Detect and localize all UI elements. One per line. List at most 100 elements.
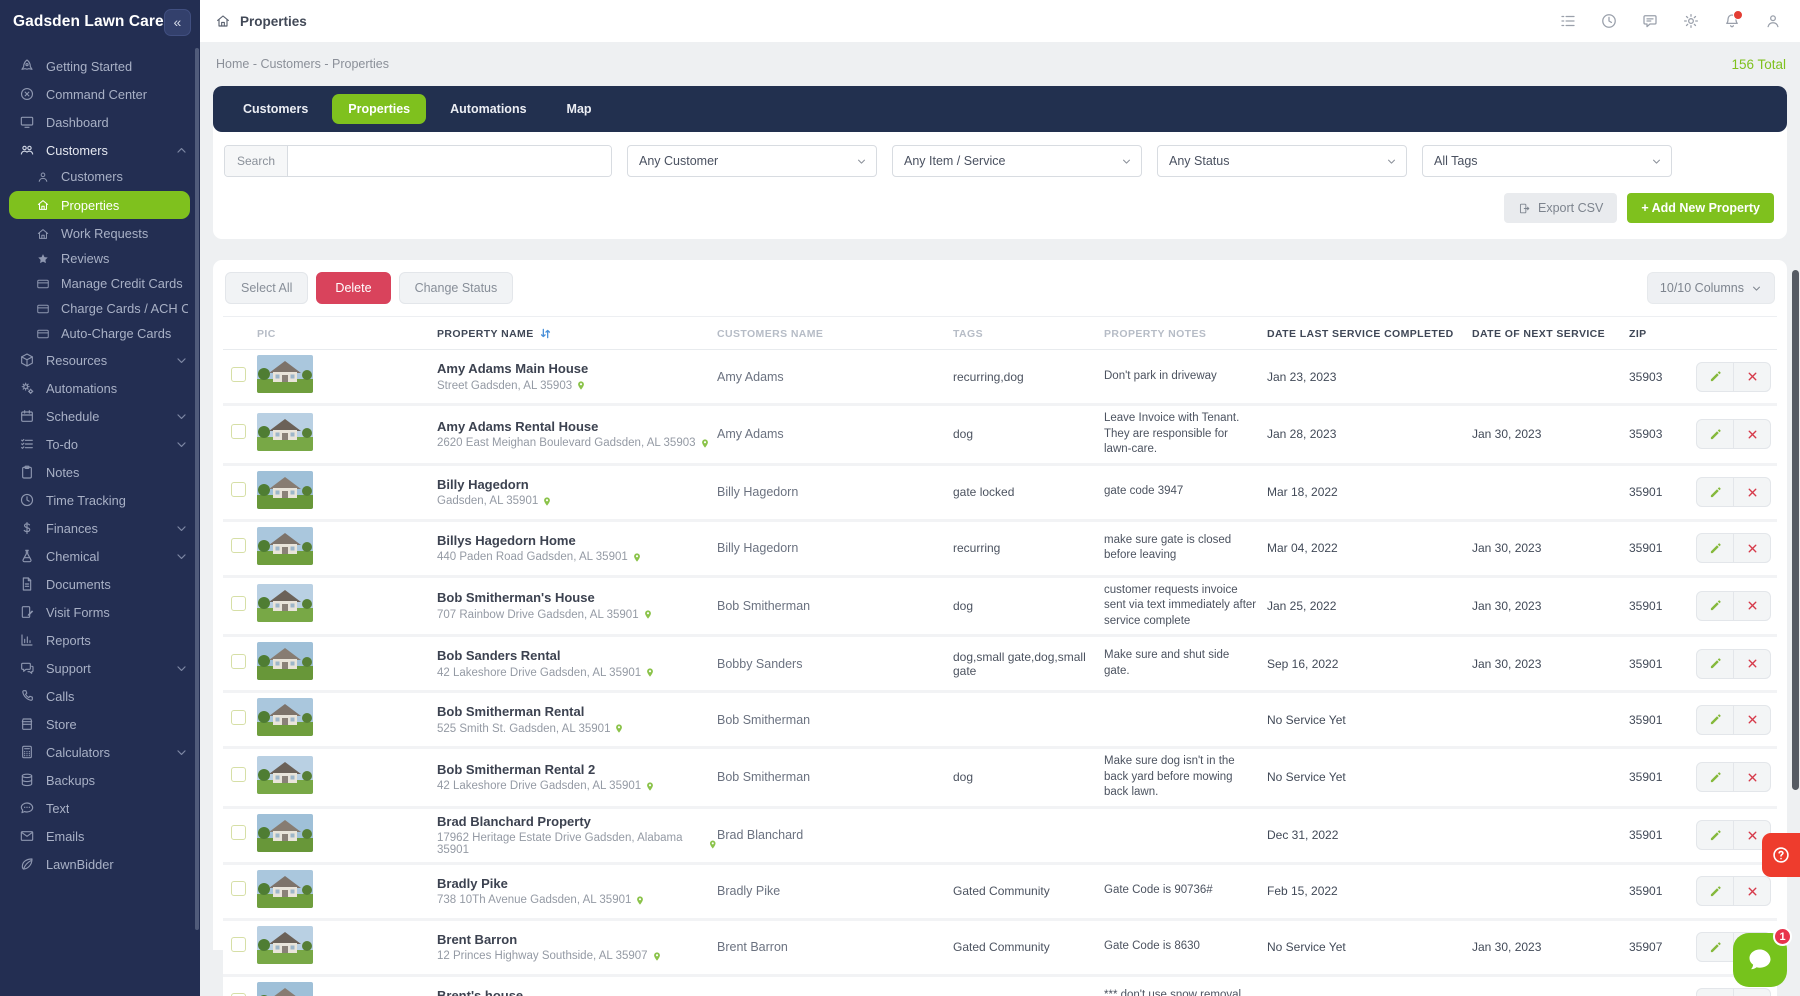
column-header-zip[interactable]: ZIP: [1629, 328, 1689, 340]
property-name[interactable]: Amy Adams Main House: [437, 361, 589, 376]
property-name[interactable]: Brent's house: [437, 987, 524, 996]
columns-dropdown[interactable]: 10/10 Columns: [1646, 272, 1775, 304]
page-scrollbar[interactable]: [1792, 270, 1799, 790]
delete-row-button[interactable]: [1733, 762, 1771, 793]
sidebar-item-text[interactable]: Text: [0, 794, 200, 822]
property-photo[interactable]: [257, 981, 313, 996]
tab-map[interactable]: Map: [551, 94, 608, 124]
delete-row-button[interactable]: [1733, 876, 1771, 907]
property-name[interactable]: Bob Smitherman's House: [437, 590, 595, 606]
column-header-pic[interactable]: PIC: [257, 328, 437, 340]
delete-row-button[interactable]: [1733, 648, 1771, 679]
edit-row-button[interactable]: [1696, 419, 1734, 450]
sidebar-item-documents[interactable]: Documents: [0, 570, 200, 598]
column-header-date-last-service-completed[interactable]: DATE LAST SERVICE COMPLETED: [1267, 328, 1472, 340]
filter-select-all-tags[interactable]: All Tags: [1422, 145, 1672, 177]
edit-row-button[interactable]: [1696, 648, 1734, 679]
property-name[interactable]: Bob Smitherman Rental: [437, 704, 585, 720]
row-checkbox[interactable]: [231, 825, 246, 841]
sidebar-scrollbar[interactable]: [195, 48, 199, 930]
property-photo[interactable]: [257, 584, 313, 623]
delete-row-button[interactable]: [1733, 419, 1771, 450]
edit-row-button[interactable]: [1696, 932, 1734, 963]
sidebar-item-chemical[interactable]: Chemical: [0, 542, 200, 570]
row-checkbox[interactable]: [231, 538, 246, 554]
sidebar-item-visit-forms[interactable]: Visit Forms: [0, 598, 200, 626]
tab-properties[interactable]: Properties: [332, 94, 427, 124]
edit-row-button[interactable]: [1696, 876, 1734, 907]
row-checkbox[interactable]: [231, 937, 246, 953]
property-photo[interactable]: [257, 925, 313, 964]
property-photo[interactable]: [257, 642, 313, 681]
sidebar-item-support[interactable]: Support: [0, 654, 200, 682]
row-checkbox[interactable]: [231, 366, 246, 382]
edit-row-button[interactable]: [1696, 820, 1734, 851]
delete-button[interactable]: Delete: [316, 272, 391, 304]
property-photo[interactable]: [257, 355, 313, 393]
sidebar-item-to-do[interactable]: To-do: [0, 430, 200, 458]
sidebar-item-emails[interactable]: Emails: [0, 822, 200, 850]
property-photo[interactable]: [257, 698, 313, 737]
edit-row-button[interactable]: [1696, 704, 1734, 735]
sidebar-item-backups[interactable]: Backups: [0, 766, 200, 794]
property-photo[interactable]: [257, 755, 313, 794]
delete-row-button[interactable]: [1733, 590, 1771, 621]
sidebar-item-customers[interactable]: Customers: [0, 136, 200, 164]
edit-row-button[interactable]: [1696, 361, 1734, 392]
property-name[interactable]: Amy Adams Rental House: [437, 418, 599, 434]
delete-row-button[interactable]: [1733, 704, 1771, 735]
clock-icon[interactable]: [1596, 8, 1622, 34]
column-header-customers-name[interactable]: CUSTOMERS NAME: [717, 328, 953, 340]
sidebar-item-charge-cards-ach-on-file[interactable]: Charge Cards / ACH On File: [0, 296, 200, 321]
edit-row-button[interactable]: [1696, 762, 1734, 793]
row-checkbox[interactable]: [231, 709, 246, 725]
property-photo[interactable]: [257, 813, 313, 852]
property-name[interactable]: Billy Hagedorn: [437, 476, 529, 492]
edit-row-button[interactable]: [1696, 533, 1734, 564]
row-checkbox[interactable]: [231, 653, 246, 669]
property-name[interactable]: Bob Sanders Rental: [437, 648, 561, 664]
row-checkbox[interactable]: [231, 993, 246, 996]
column-header-date-of-next-service[interactable]: DATE OF NEXT SERVICE: [1472, 328, 1629, 340]
sidebar-item-lawnbidder[interactable]: LawnBidder: [0, 850, 200, 878]
property-name[interactable]: Brent Barron: [437, 931, 518, 947]
sidebar-item-dashboard[interactable]: Dashboard: [0, 108, 200, 136]
sidebar-item-work-requests[interactable]: Work Requests: [0, 221, 200, 246]
change-status-button[interactable]: Change Status: [398, 272, 514, 304]
delete-row-button[interactable]: [1733, 361, 1771, 392]
row-checkbox[interactable]: [231, 424, 246, 440]
help-button[interactable]: [1762, 833, 1800, 877]
sidebar-item-reports[interactable]: Reports: [0, 626, 200, 654]
property-photo[interactable]: [257, 526, 313, 565]
user-icon[interactable]: [1760, 8, 1786, 34]
column-header-property-notes[interactable]: PROPERTY NOTES: [1104, 328, 1267, 340]
search-input[interactable]: [288, 146, 611, 176]
edit-row-button[interactable]: [1696, 988, 1734, 996]
property-name[interactable]: Brad Blanchard Property: [437, 814, 591, 830]
sidebar-item-properties[interactable]: Properties: [9, 191, 190, 219]
sidebar-item-customers[interactable]: Customers: [0, 164, 200, 189]
sidebar-item-time-tracking[interactable]: Time Tracking: [0, 486, 200, 514]
row-checkbox[interactable]: [231, 482, 246, 498]
sidebar-item-command-center[interactable]: Command Center: [0, 80, 200, 108]
property-photo[interactable]: [257, 470, 313, 509]
property-photo[interactable]: [257, 412, 313, 451]
bell-icon[interactable]: [1719, 8, 1745, 34]
sidebar-item-notes[interactable]: Notes: [0, 458, 200, 486]
edit-row-button[interactable]: [1696, 590, 1734, 621]
tab-customers[interactable]: Customers: [227, 94, 324, 124]
edit-row-button[interactable]: [1696, 477, 1734, 508]
sidebar-item-calls[interactable]: Calls: [0, 682, 200, 710]
sidebar-collapse-button[interactable]: «: [163, 8, 191, 36]
sidebar-item-reviews[interactable]: Reviews: [0, 246, 200, 271]
sidebar-item-store[interactable]: Store: [0, 710, 200, 738]
select-all-button[interactable]: Select All: [225, 272, 309, 304]
sidebar-item-resources[interactable]: Resources: [0, 346, 200, 374]
sidebar-item-calculators[interactable]: Calculators: [0, 738, 200, 766]
column-header-property-name[interactable]: PROPERTY NAME: [437, 327, 717, 340]
sidebar-item-getting-started[interactable]: Getting Started: [0, 52, 200, 80]
tab-automations[interactable]: Automations: [434, 94, 542, 124]
sidebar-item-automations[interactable]: Automations: [0, 374, 200, 402]
sidebar-item-manage-credit-cards[interactable]: Manage Credit Cards: [0, 271, 200, 296]
filter-select-any-customer[interactable]: Any Customer: [627, 145, 877, 177]
